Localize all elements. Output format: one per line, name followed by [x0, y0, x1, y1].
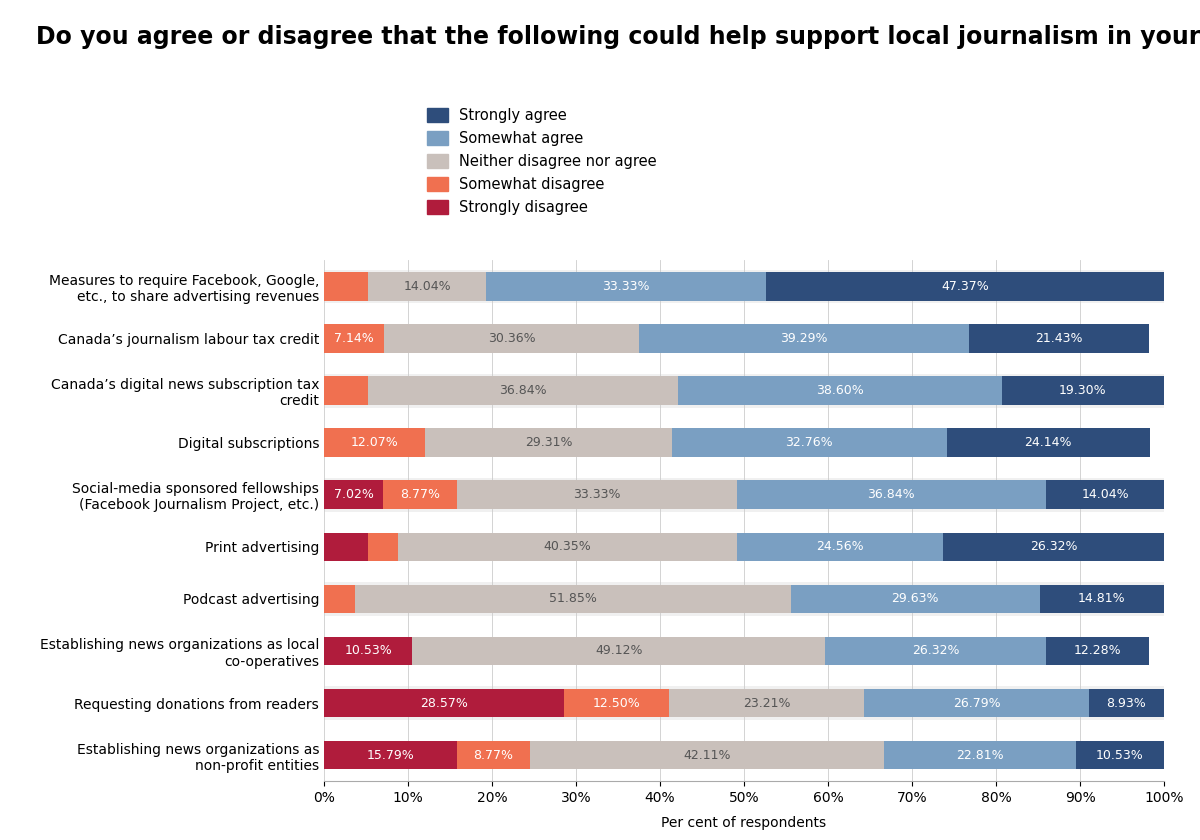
Bar: [397, 533, 737, 561]
Text: 8.93%: 8.93%: [1106, 696, 1146, 710]
Bar: [530, 741, 884, 769]
Text: 15.79%: 15.79%: [366, 748, 414, 762]
Bar: [383, 480, 457, 509]
Text: 19.30%: 19.30%: [1060, 384, 1106, 397]
Bar: [668, 689, 864, 717]
Text: 21.43%: 21.43%: [1036, 332, 1082, 345]
Text: 23.21%: 23.21%: [743, 696, 791, 710]
Text: 7.02%: 7.02%: [334, 488, 373, 501]
Bar: [457, 741, 530, 769]
Text: 47.37%: 47.37%: [941, 280, 989, 293]
Text: 33.33%: 33.33%: [572, 488, 620, 501]
Text: 26.79%: 26.79%: [953, 696, 1001, 710]
Bar: [1046, 637, 1150, 665]
Bar: [1088, 689, 1164, 717]
Text: 8.77%: 8.77%: [474, 748, 514, 762]
Text: 14.81%: 14.81%: [1078, 592, 1126, 606]
Bar: [324, 686, 1164, 720]
Text: 12.50%: 12.50%: [593, 696, 641, 710]
Bar: [678, 376, 1002, 405]
Text: 12.28%: 12.28%: [1074, 644, 1122, 658]
Text: Do you agree or disagree that the following could help support local journalism : Do you agree or disagree that the follow…: [36, 25, 1200, 50]
Text: 51.85%: 51.85%: [548, 592, 596, 606]
Text: 14.04%: 14.04%: [1081, 488, 1129, 501]
Bar: [640, 324, 970, 353]
Bar: [324, 322, 1164, 355]
Text: 8.77%: 8.77%: [400, 488, 440, 501]
Text: 28.57%: 28.57%: [420, 696, 468, 710]
Text: 36.84%: 36.84%: [868, 488, 916, 501]
Bar: [672, 428, 947, 457]
Bar: [324, 480, 383, 509]
Bar: [355, 585, 791, 613]
Bar: [826, 637, 1046, 665]
Bar: [486, 272, 766, 301]
Bar: [324, 582, 1164, 616]
Text: 40.35%: 40.35%: [544, 540, 592, 554]
Text: 7.14%: 7.14%: [334, 332, 374, 345]
Bar: [324, 741, 457, 769]
Text: 14.04%: 14.04%: [403, 280, 451, 293]
Bar: [324, 530, 1164, 564]
Bar: [324, 637, 413, 665]
Bar: [324, 689, 564, 717]
Bar: [564, 689, 668, 717]
Text: 38.60%: 38.60%: [816, 384, 864, 397]
Bar: [324, 272, 368, 301]
Bar: [737, 480, 1046, 509]
Text: 29.63%: 29.63%: [892, 592, 938, 606]
Text: 30.36%: 30.36%: [487, 332, 535, 345]
Bar: [1075, 741, 1164, 769]
Bar: [791, 585, 1039, 613]
Bar: [324, 533, 368, 561]
Text: 10.53%: 10.53%: [344, 644, 392, 658]
Text: 32.76%: 32.76%: [785, 436, 833, 449]
Bar: [324, 426, 1164, 459]
Bar: [368, 272, 486, 301]
Bar: [947, 428, 1150, 457]
Text: 39.29%: 39.29%: [780, 332, 828, 345]
Bar: [324, 738, 1164, 772]
Bar: [1002, 376, 1164, 405]
Bar: [324, 374, 1164, 407]
Bar: [324, 428, 425, 457]
Text: 26.32%: 26.32%: [912, 644, 959, 658]
Bar: [324, 270, 1164, 303]
X-axis label: Per cent of respondents: Per cent of respondents: [661, 816, 827, 830]
Text: 36.84%: 36.84%: [499, 384, 547, 397]
Text: 26.32%: 26.32%: [1030, 540, 1078, 554]
Bar: [884, 741, 1075, 769]
Text: 12.07%: 12.07%: [350, 436, 398, 449]
Bar: [425, 428, 672, 457]
Bar: [1039, 585, 1164, 613]
Text: 22.81%: 22.81%: [956, 748, 1003, 762]
Bar: [864, 689, 1088, 717]
Text: 24.56%: 24.56%: [816, 540, 864, 554]
Bar: [737, 533, 943, 561]
Text: 49.12%: 49.12%: [595, 644, 642, 658]
Text: 42.11%: 42.11%: [684, 748, 731, 762]
Text: 33.33%: 33.33%: [602, 280, 650, 293]
Bar: [368, 533, 397, 561]
Bar: [766, 272, 1164, 301]
Bar: [324, 478, 1164, 512]
Text: 29.31%: 29.31%: [524, 436, 572, 449]
Bar: [324, 634, 1164, 668]
Bar: [1046, 480, 1164, 509]
Bar: [970, 324, 1150, 353]
Bar: [324, 585, 355, 613]
Bar: [384, 324, 640, 353]
Bar: [413, 637, 826, 665]
Bar: [324, 324, 384, 353]
Text: 24.14%: 24.14%: [1025, 436, 1072, 449]
Bar: [368, 376, 678, 405]
Bar: [943, 533, 1164, 561]
Legend: Strongly agree, Somewhat agree, Neither disagree nor agree, Somewhat disagree, S: Strongly agree, Somewhat agree, Neither …: [427, 108, 658, 215]
Text: 10.53%: 10.53%: [1096, 748, 1144, 762]
Bar: [324, 376, 368, 405]
Bar: [457, 480, 737, 509]
